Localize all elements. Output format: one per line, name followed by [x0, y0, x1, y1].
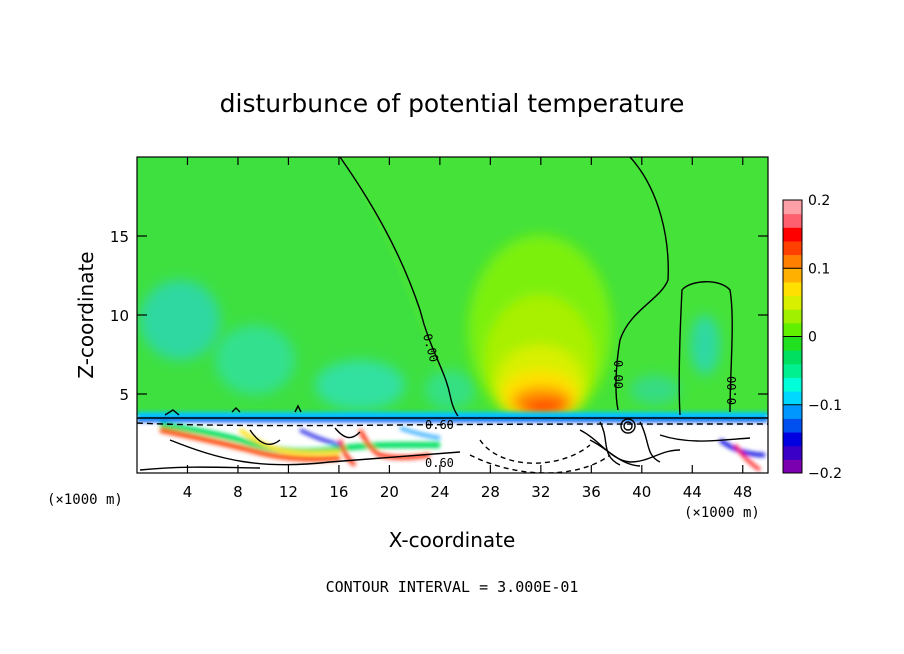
colorbar-swatch	[783, 309, 802, 324]
x-tick-label: 8	[233, 483, 243, 501]
x-tick-label: 36	[582, 483, 601, 501]
x-tick-label: 28	[481, 483, 500, 501]
colorbar-swatch	[783, 213, 802, 228]
x-tick-label: 24	[430, 483, 449, 501]
colorbar-swatch	[783, 268, 802, 283]
plot-area: 0.00 0.00 0.00 0.60 0.60	[137, 157, 768, 473]
x-tick-label: 16	[329, 483, 348, 501]
y-tick-label: 10	[110, 307, 129, 325]
colorbar	[783, 200, 802, 474]
colorbar-tick-label: 0.1	[808, 261, 830, 277]
colorbar-swatch	[783, 363, 802, 378]
contour-lines	[137, 157, 768, 473]
colorbar-swatch	[783, 418, 802, 433]
colorbar-swatch	[783, 322, 802, 337]
colorbar-swatch	[783, 459, 802, 474]
cool-anomalies	[140, 280, 720, 410]
x-axis: 4 8 12 16 20 24 28 32 36 40 44 48	[183, 157, 752, 501]
colorbar-tick-label: 0	[808, 330, 817, 346]
colorbar-swatch	[783, 350, 802, 365]
colorbar-ticks: 0.2 0.1 0 −0.1 −0.2	[783, 193, 842, 482]
x-tick-label: 40	[632, 483, 651, 501]
x-unit-left: (×1000 m)	[47, 492, 123, 508]
contour-labels: 0.00 0.00 0.00 0.60 0.60	[420, 332, 739, 470]
colorbar-tick-label: −0.1	[808, 398, 842, 414]
x-tick-label: 20	[380, 483, 399, 501]
interface-bands	[137, 412, 768, 472]
x-axis-label: X-coordinate	[389, 528, 516, 552]
colorbar-swatch	[783, 432, 802, 447]
contour-label-zero-3: 0.00	[725, 376, 739, 405]
y-tick-label: 15	[110, 228, 129, 246]
chart-title: disturbunce of potential temperature	[220, 89, 685, 118]
x-tick-label: 48	[733, 483, 752, 501]
colorbar-swatch	[783, 336, 802, 351]
colorbar-swatch	[783, 404, 802, 419]
colorbar-tick-label: −0.2	[808, 466, 842, 482]
x-tick-label: 12	[279, 483, 298, 501]
colorbar-swatch	[783, 377, 802, 392]
colorbar-swatch	[783, 391, 802, 406]
y-axis-label: Z-coordinate	[74, 251, 98, 378]
x-tick-label: 32	[531, 483, 550, 501]
y-axis: 5 10 15	[110, 228, 768, 404]
colorbar-swatch	[783, 240, 802, 256]
warm-plume	[468, 235, 612, 425]
colorbar-swatch	[783, 295, 802, 310]
y-tick-label: 5	[119, 386, 129, 404]
contour-label-060-2: 0.60	[425, 456, 454, 470]
colorbar-tick-label: 0.2	[808, 193, 830, 209]
x-unit-right: (×1000 m)	[684, 505, 760, 521]
colorbar-swatch	[783, 445, 802, 460]
colorbar-swatch	[783, 254, 802, 269]
x-tick-label: 44	[683, 483, 702, 501]
contour-label-zero-2: 0.00	[611, 360, 625, 389]
contour-interval-note: CONTOUR INTERVAL = 3.000E-01	[326, 578, 579, 596]
contour-label-060-1: 0.60	[425, 418, 454, 432]
colorbar-swatch	[783, 200, 802, 215]
colorbar-swatch	[783, 227, 802, 242]
x-tick-label: 4	[183, 483, 193, 501]
colorbar-swatch	[783, 281, 802, 297]
